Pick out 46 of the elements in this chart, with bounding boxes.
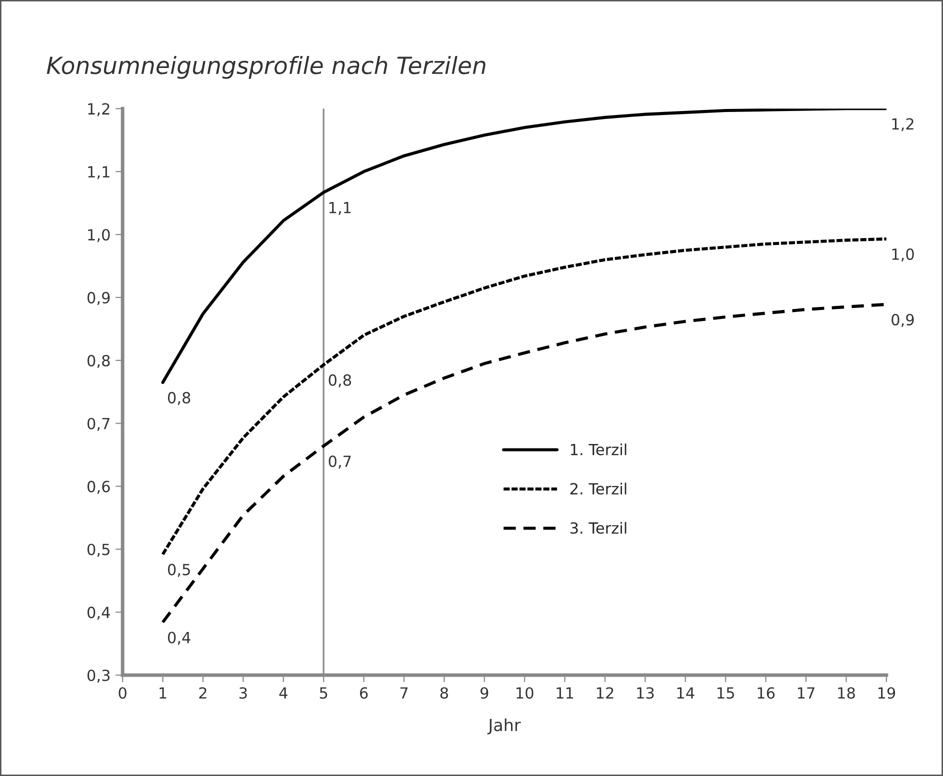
x-tick-label: 16: [758, 687, 775, 699]
legend-label: 3. Terzil: [570, 522, 626, 534]
x-tick-label: 13: [637, 687, 654, 699]
y-tick-label: 1,1: [88, 166, 110, 180]
x-tick-label: 11: [556, 687, 574, 699]
annotation: 0,9: [892, 314, 914, 327]
annotation: 0,7: [328, 456, 351, 469]
x-tick-label: 18: [838, 687, 855, 699]
x-tick-label: 9: [480, 687, 488, 699]
annotation: 0,8: [328, 374, 352, 388]
legend-label: 1. Terzil: [570, 443, 626, 456]
x-tick-label: 10: [516, 687, 534, 699]
x-tick-label: 1: [160, 687, 166, 699]
annotation: 0,8: [168, 392, 190, 406]
x-tick-label: 19: [878, 687, 896, 699]
y-tick-label: 0,7: [87, 418, 110, 431]
annotation: 0,5: [168, 564, 190, 577]
x-tick-label: 17: [798, 687, 814, 699]
y-tick-label: 0,8: [87, 354, 110, 368]
line-series: [161, 302, 886, 624]
annotation: 0,4: [168, 632, 190, 645]
x-tick-label: 3: [240, 687, 247, 699]
x-tick-label: 7: [400, 687, 408, 699]
y-tick-label: 0,6: [87, 480, 110, 494]
legend-label: 2. Terzil: [570, 482, 626, 495]
x-tick-label: 8: [440, 687, 448, 699]
y-tick-label: 1,0: [88, 228, 110, 242]
x-tick-label: 12: [596, 687, 614, 699]
x-tick-label: 6: [360, 687, 368, 699]
x-tick-label: 2: [199, 687, 206, 699]
x-axis-title: Jahr: [487, 718, 521, 734]
x-tick-label: 5: [320, 687, 328, 699]
annotation: 1,0: [892, 248, 914, 262]
x-tick-label: 15: [718, 687, 734, 699]
chart-title: Konsumneigungsprofile nach Terzilen: [46, 56, 486, 79]
line-series: [161, 237, 886, 556]
y-tick-label: 0,4: [87, 606, 110, 620]
x-tick-label: 0: [118, 687, 126, 699]
y-tick-label: 1,2: [88, 103, 110, 116]
x-tick-label: 4: [279, 687, 288, 699]
x-tick-label: 14: [677, 687, 694, 699]
y-tick-label: 0,9: [87, 292, 110, 306]
annotation: 1,1: [329, 202, 351, 215]
y-tick-label: 0,3: [87, 670, 110, 683]
annotation: 1,2: [892, 118, 914, 132]
y-tick-label: 0,5: [87, 544, 110, 557]
